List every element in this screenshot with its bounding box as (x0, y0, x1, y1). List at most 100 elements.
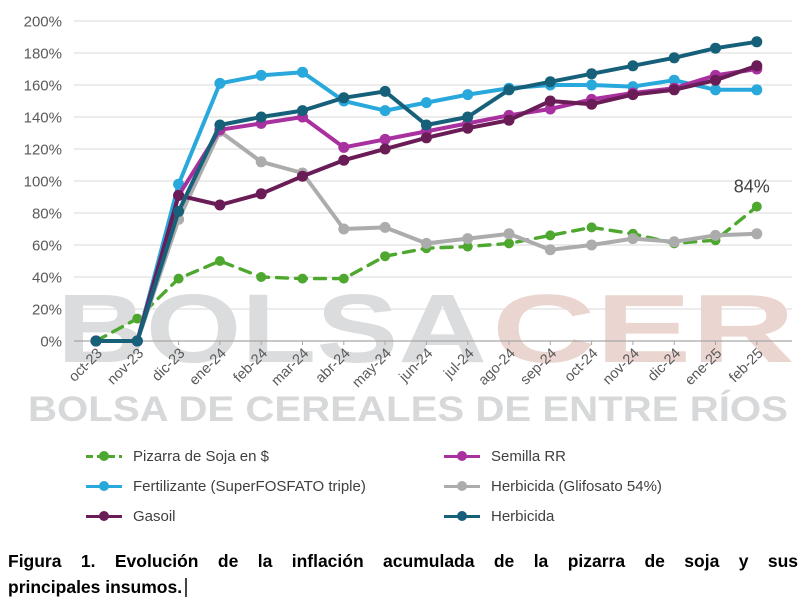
data-point (379, 221, 391, 233)
legend-dot (99, 481, 109, 491)
legend-dot (99, 451, 109, 461)
data-point (668, 52, 680, 64)
data-point (173, 189, 185, 201)
data-point (462, 233, 474, 245)
legend-label: Fertilizante (SuperFOSFATO triple) (133, 477, 366, 495)
data-point (132, 313, 143, 324)
data-point (503, 84, 515, 96)
data-point (710, 229, 721, 241)
legend-dot (457, 451, 467, 461)
y-tick-label: 40% (32, 270, 62, 287)
data-point (338, 154, 350, 166)
data-point (255, 69, 267, 81)
inflation-line-chart: BOLSA CER BOLSA DE CEREALES DE ENTRE RÍO… (24, 14, 795, 430)
data-point (462, 122, 474, 134)
legend-item-semilla-rr: Semilla RR (444, 448, 806, 465)
data-point (255, 111, 267, 123)
data-point (586, 79, 598, 91)
legend-line-marker-icon (444, 450, 480, 462)
legend-line-marker-icon (444, 510, 480, 522)
watermark-bolsa-text: BOLSA (57, 274, 487, 383)
data-point (214, 199, 226, 211)
watermark-bolsa-de-cereales-text: BOLSA DE CEREALES DE ENTRE RÍOS (28, 389, 788, 429)
data-point (503, 114, 515, 126)
data-series (90, 36, 763, 347)
data-point (462, 241, 473, 252)
data-point (379, 85, 391, 97)
y-axis-labels: 0% 20% 40% 60% 80% 100% 120% 140% 160% 180% 200% (24, 14, 62, 351)
data-point (627, 89, 639, 101)
data-point (544, 103, 556, 115)
data-point (297, 273, 308, 284)
data-point (503, 228, 515, 240)
legend-dot (457, 511, 467, 521)
data-point (586, 222, 597, 233)
data-point (710, 84, 721, 96)
data-point (90, 335, 102, 347)
data-point (710, 42, 721, 54)
y-tick-label: 100% (24, 174, 62, 191)
legend-item-fertilizante-superfosfato-triple: Fertilizante (SuperFOSFATO triple) (86, 478, 444, 495)
data-point (462, 89, 474, 101)
legend-line-marker-icon (86, 480, 122, 492)
data-point (420, 132, 432, 144)
data-point (255, 188, 267, 200)
data-point (131, 335, 143, 347)
data-point (379, 105, 391, 117)
data-point (379, 133, 391, 145)
data-point (586, 98, 598, 110)
legend-item-herbicida-glifosato-54: Herbicida (Glifosato 54%) (444, 478, 806, 495)
legend-item-pizarra-de-soja-en: Pizarra de Soja en $ (86, 448, 444, 465)
caption-line-2: principales insumos. (8, 574, 798, 600)
legend-label: Herbicida (491, 507, 555, 525)
data-point (668, 74, 680, 86)
data-point (338, 223, 350, 235)
series-herbicida (90, 36, 763, 347)
y-tick-label: 160% (24, 78, 62, 95)
y-tick-label: 80% (32, 206, 62, 223)
legend-dot (99, 511, 109, 521)
data-point (544, 95, 556, 107)
data-point (420, 119, 432, 131)
data-point (297, 170, 308, 182)
chart-legend: Pizarra de Soja en $ Fertilizante (SuperF… (86, 441, 806, 531)
data-point (338, 92, 350, 104)
data-point (545, 230, 556, 241)
data-point (668, 236, 680, 248)
caption-line-2-text: principales insumos. (8, 577, 183, 598)
annotation-84-percent: 84% (734, 177, 770, 197)
data-point (214, 77, 226, 89)
data-point (544, 244, 556, 256)
data-point (627, 233, 639, 245)
text-cursor (185, 578, 187, 598)
y-tick-label: 120% (24, 142, 62, 159)
data-point (256, 272, 267, 282)
y-tick-label: 60% (32, 238, 62, 255)
data-point (751, 228, 763, 240)
legend-label: Gasoil (133, 507, 176, 525)
legend-item-herbicida: Herbicida (444, 508, 806, 525)
data-point (173, 178, 185, 190)
data-point (751, 201, 762, 212)
data-point (627, 60, 639, 72)
y-tick-label: 200% (24, 14, 62, 31)
data-point (214, 119, 226, 131)
data-point (586, 239, 598, 251)
caption-line-1: Figura 1. Evolución de la inflación acum… (8, 551, 798, 571)
data-point (173, 205, 185, 217)
data-point (751, 60, 763, 72)
data-point (462, 111, 474, 123)
data-point (751, 84, 763, 96)
legend-line-marker-icon (86, 510, 122, 522)
data-point (380, 251, 391, 262)
data-point (297, 66, 308, 78)
y-tick-label: 0% (40, 334, 62, 351)
data-point (297, 105, 308, 117)
legend-label: Herbicida (Glifosato 54%) (491, 477, 662, 495)
legend-item-gasoil: Gasoil (86, 508, 444, 525)
data-point (338, 141, 350, 153)
legend-label: Pizarra de Soja en $ (133, 447, 269, 465)
y-tick-label: 140% (24, 110, 62, 127)
y-tick-label: 180% (24, 46, 62, 63)
